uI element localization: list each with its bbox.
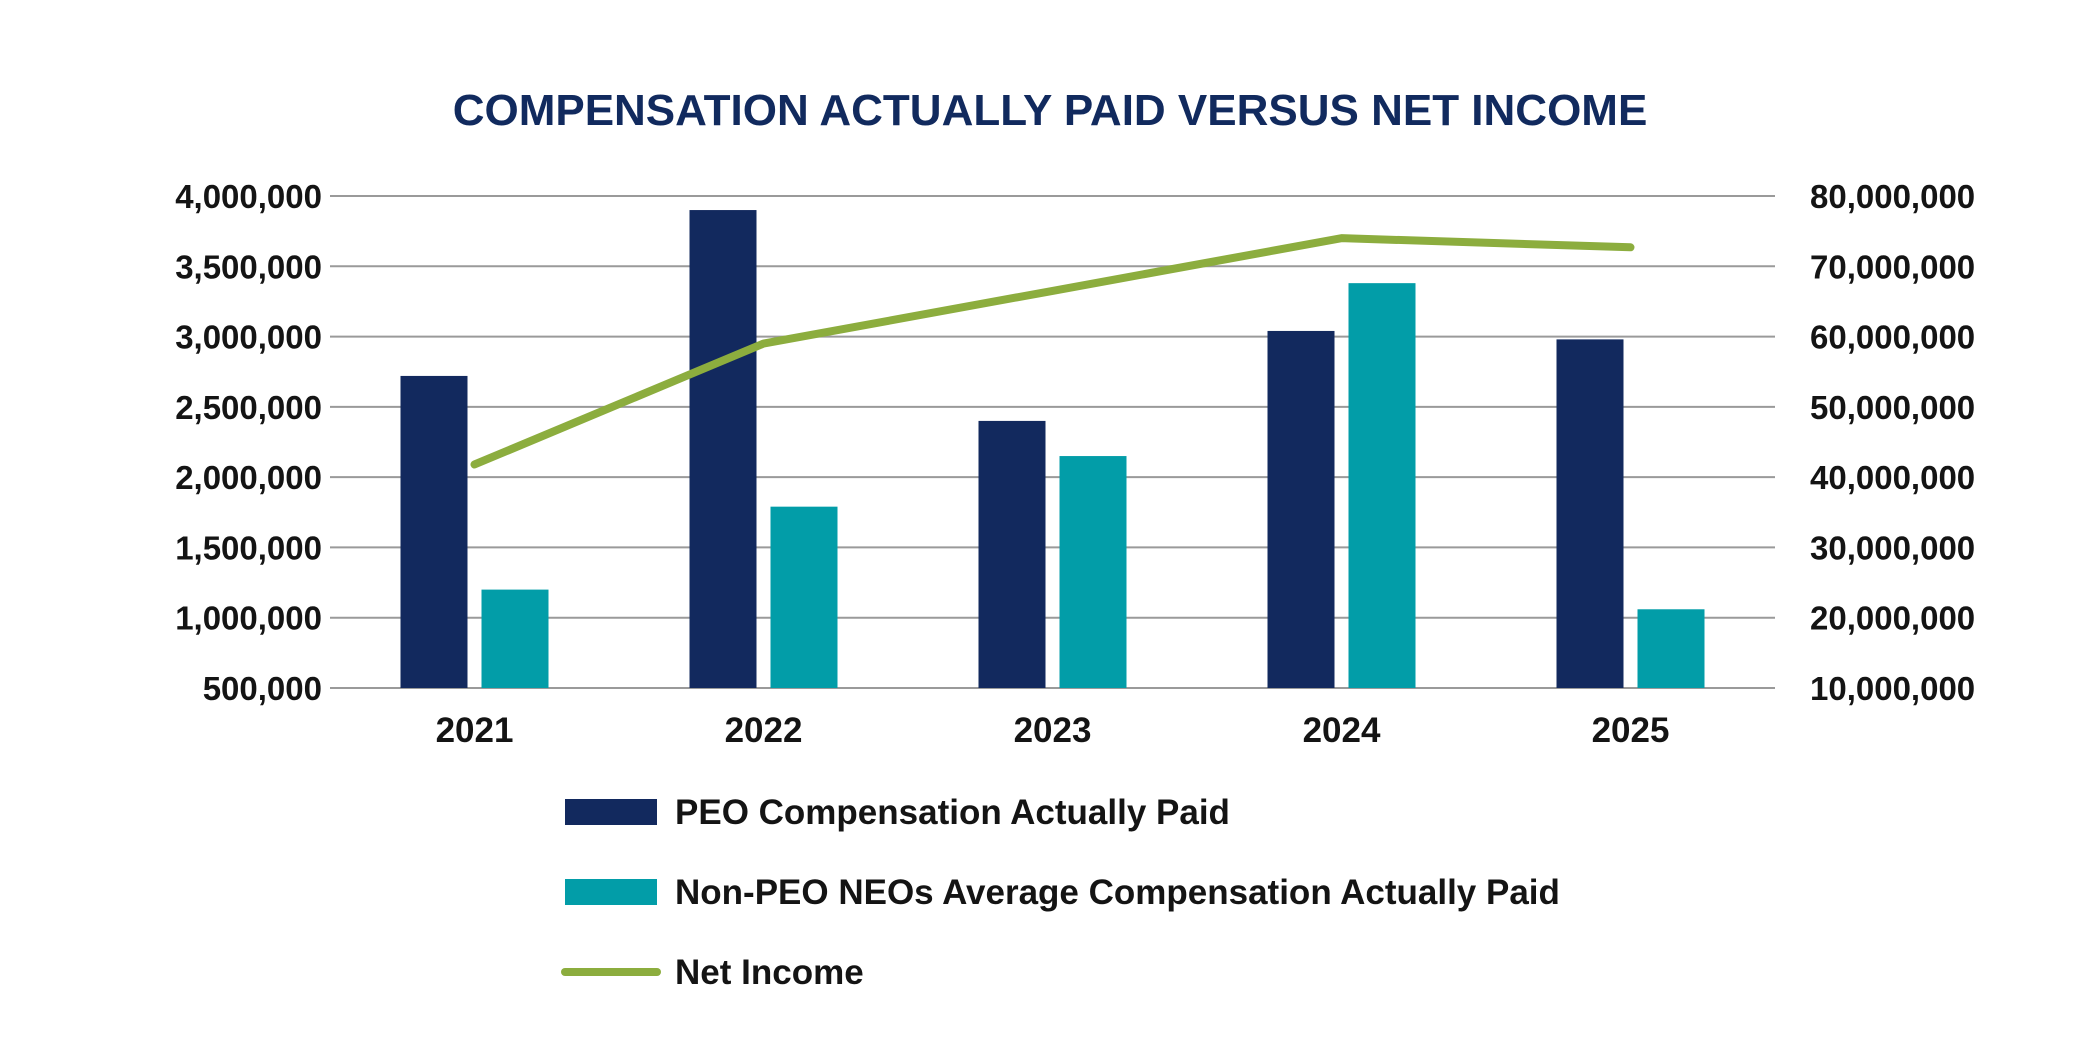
right-axis-tick-label: 80,000,000 (1810, 178, 1975, 215)
left-axis-tick-label: 3,000,000 (175, 319, 322, 356)
net-income-line (470, 234, 1635, 469)
right-axis-tick-label: 60,000,000 (1810, 319, 1975, 356)
legend-swatch (565, 799, 657, 825)
chart-title: COMPENSATION ACTUALLY PAID VERSUS NET IN… (453, 86, 1648, 135)
legend-label: Net Income (675, 953, 864, 992)
peo-compensation-bar (978, 420, 1046, 688)
left-axis-tick-label: 3,500,000 (175, 248, 322, 285)
legend-swatch (565, 879, 657, 905)
right-axis-tick-label: 30,000,000 (1810, 529, 1975, 566)
non-peo-neo-compensation-bar (1059, 456, 1127, 688)
x-axis-tick-label: 2021 (436, 711, 514, 750)
legend-label: PEO Compensation Actually Paid (675, 793, 1230, 832)
right-axis-tick-label: 20,000,000 (1810, 600, 1975, 637)
left-axis-tick-label: 2,000,000 (175, 459, 322, 496)
peo-compensation-bar (1556, 339, 1624, 688)
x-axis-tick-label: 2023 (1014, 711, 1092, 750)
x-axis: 2021 2022 2023 2024 2025 (436, 711, 1670, 750)
right-axis-tick-label: 10,000,000 (1810, 670, 1975, 707)
left-axis-tick-label: 1,000,000 (175, 600, 322, 637)
x-axis-tick-label: 2022 (725, 711, 803, 750)
peo-compensation-bar (689, 210, 757, 689)
net-income-line-group (470, 234, 1635, 469)
x-axis-tick-label: 2024 (1303, 711, 1381, 750)
non-peo-neo-compensation-bar (481, 589, 549, 688)
legend-label: Non-PEO NEOs Average Compensation Actual… (675, 873, 1560, 912)
right-axis: 10,000,000 20,000,000 30,000,000 40,000,000… (1810, 178, 1975, 707)
left-axis: 500,000 1,000,000 1,500,000 2,000,000 2,500,… (175, 178, 322, 707)
left-axis-tick-label: 1,500,000 (175, 529, 322, 566)
left-axis-tick-label: 4,000,000 (175, 178, 322, 215)
right-axis-tick-label: 40,000,000 (1810, 459, 1975, 496)
peo-compensation-bar (400, 375, 468, 688)
non-peo-neo-compensation-bar (1348, 283, 1416, 688)
right-axis-tick-label: 50,000,000 (1810, 389, 1975, 426)
legend: PEO Compensation Actually Paid Non-PEO NE… (561, 793, 1560, 992)
x-axis-tick-label: 2025 (1592, 711, 1670, 750)
non-peo-neo-compensation-bar (1637, 609, 1705, 688)
non-peo-neo-compensation-bar (770, 506, 838, 688)
left-axis-tick-label: 2,500,000 (175, 389, 322, 426)
gridlines (330, 195, 1775, 689)
right-axis-tick-label: 70,000,000 (1810, 248, 1975, 285)
bars (400, 210, 1705, 689)
peo-compensation-bar (1267, 330, 1335, 688)
left-axis-tick-label: 500,000 (203, 670, 322, 707)
